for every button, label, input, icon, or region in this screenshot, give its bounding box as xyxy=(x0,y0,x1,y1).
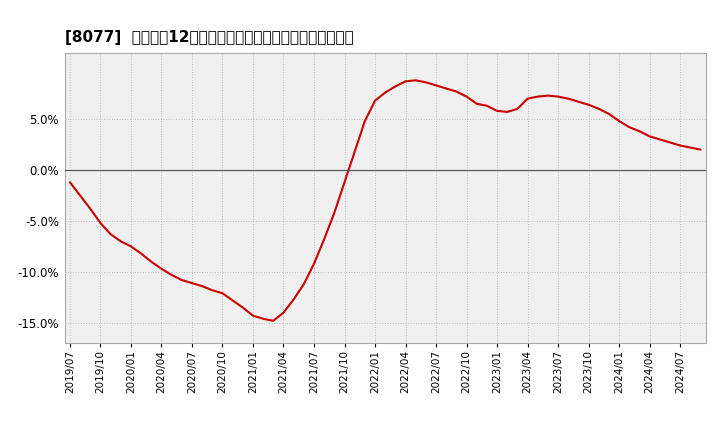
Text: [8077]  売上高の12か月移動合計の対前年同期増減率の推移: [8077] 売上高の12か月移動合計の対前年同期増減率の推移 xyxy=(65,29,354,45)
